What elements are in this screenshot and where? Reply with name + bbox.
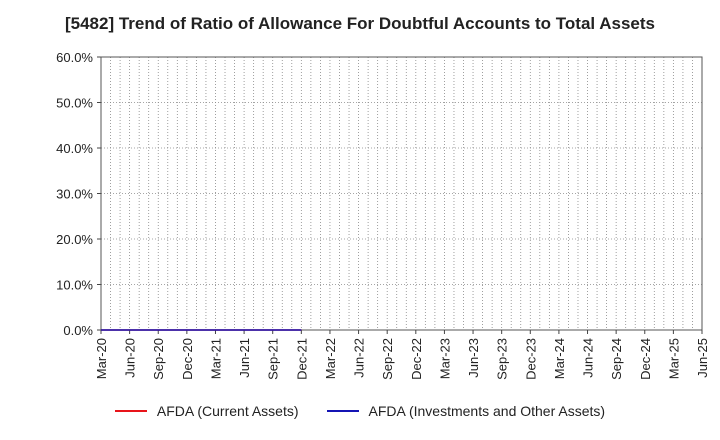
x-tick-label: Mar-21 [208,338,223,379]
legend-swatch-investments [326,410,359,412]
y-tick-label: 0.0% [63,323,93,338]
axis-layer [97,56,703,334]
legend: AFDA (Current Assets) AFDA (Investments … [0,403,720,419]
x-tick-label: Dec-24 [638,338,653,380]
x-tick-label: Jun-21 [237,338,252,378]
y-tick-label: 20.0% [56,232,93,247]
x-tick-label: Mar-22 [323,338,338,379]
chart-title: [5482] Trend of Ratio of Allowance For D… [64,14,655,33]
y-tick-label: 50.0% [56,96,93,111]
y-tick-label: 30.0% [56,187,93,202]
plot-frame [100,56,703,331]
legend-label-current-assets: AFDA (Current Assets) [156,403,299,419]
legend-label-investments: AFDA (Investments and Other Assets) [368,403,606,419]
x-tick-label: Sep-23 [495,338,510,380]
y-tick-label: 10.0% [56,278,93,293]
legend-item-current-assets: AFDA (Current Assets) [114,403,299,419]
y-tick-label: 40.0% [56,141,93,156]
x-tick-label: Mar-24 [552,338,567,379]
x-tick-label: Mar-20 [94,338,109,379]
label-layer: 0.0% 10.0% 20.0% 30.0% 40.0% 50.0% 60.0% Mar-20… [56,50,710,380]
x-tick-label: Sep-21 [266,338,281,380]
grid-layer [101,57,702,330]
x-tick-label: Jun-22 [352,338,367,378]
x-tick-label: Sep-22 [380,338,395,380]
y-tick-label: 60.0% [56,50,93,65]
x-tick-label: Dec-23 [523,338,538,380]
x-tick-label: Dec-20 [180,338,195,380]
x-tick-label: Sep-24 [609,338,624,380]
x-tick-label: Jun-23 [466,338,481,378]
x-tick-label: Dec-21 [294,338,309,380]
x-tick-label: Jun-24 [581,338,596,378]
x-tick-label: Dec-22 [409,338,424,380]
x-tick-label: Jun-20 [123,338,138,378]
x-tick-label: Mar-25 [666,338,681,379]
legend-swatch-current-assets [114,410,147,412]
x-tick-label: Sep-20 [151,338,166,380]
legend-item-investments: AFDA (Investments and Other Assets) [326,403,606,419]
x-tick-label: Jun-25 [695,338,710,378]
x-tick-label: Mar-23 [437,338,452,379]
